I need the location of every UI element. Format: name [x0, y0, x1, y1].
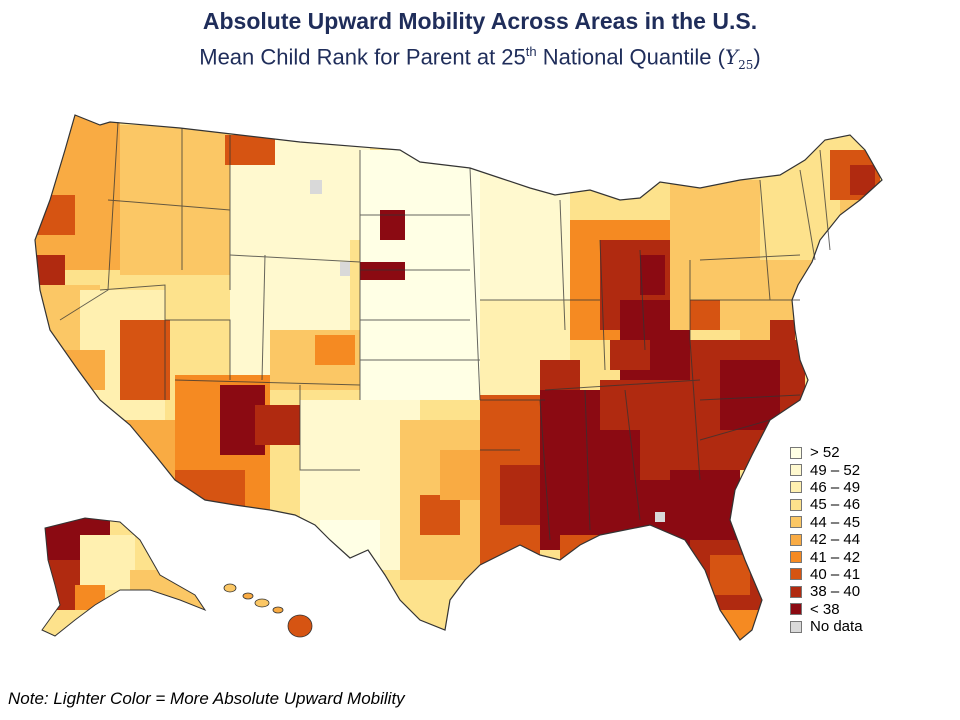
legend-swatch [790, 585, 802, 598]
legend-label: 38 – 40 [810, 583, 861, 601]
us-mobility-map [34, 114, 883, 641]
legend-item: 44 – 45 [790, 514, 863, 531]
legend-label: 46 – 49 [810, 478, 861, 496]
legend-label: No data [810, 618, 863, 636]
legend-swatch [790, 533, 802, 546]
legend-label: 42 – 44 [810, 531, 861, 549]
legend-item: 41 – 42 [790, 548, 863, 566]
map-title: Absolute Upward Mobility Across Areas in… [202, 8, 758, 34]
map-subtitle: Mean Child Rank for Parent at 25th Natio… [0, 44, 960, 72]
legend-item: 49 – 52 [790, 461, 863, 479]
legend-swatch [790, 568, 802, 581]
legend-item: > 52 [790, 444, 863, 461]
legend-item: 45 – 46 [790, 496, 863, 513]
legend-label: 45 – 46 [810, 496, 861, 514]
subtitle-variable: Y25 [724, 45, 754, 73]
legend-swatch [790, 498, 802, 511]
legend-label: > 52 [810, 444, 840, 462]
legend-swatch [790, 464, 802, 477]
legend-item: < 38 [790, 601, 863, 618]
legend-swatch [790, 603, 802, 616]
legend-item: 42 – 44 [790, 531, 863, 548]
contiguous-us [34, 114, 883, 641]
legend-item: 40 – 41 [790, 566, 863, 583]
footnote: Note: Lighter Color = More Absolute Upwa… [8, 689, 405, 708]
legend-swatch [790, 620, 802, 633]
legend-item: 38 – 40 [790, 583, 863, 600]
alaska [41, 517, 207, 637]
legend-swatch [790, 516, 802, 529]
legend-swatch [790, 551, 802, 564]
legend-label: 41 – 42 [810, 548, 861, 566]
legend-label: 44 – 45 [810, 513, 861, 531]
hawaii [223, 583, 313, 638]
legend: > 52 49 – 52 46 – 49 45 – 46 44 – 45 42 … [790, 444, 863, 635]
legend-item: No data [790, 618, 863, 635]
legend-swatch [790, 481, 802, 494]
subtitle-close: ) [753, 44, 761, 70]
legend-label: 40 – 41 [810, 565, 861, 583]
subtitle-prefix: Mean Child Rank for Parent at 25 [199, 44, 526, 70]
subtitle-sup: th [525, 44, 537, 59]
legend-label: < 38 [810, 600, 840, 618]
legend-item: 46 – 49 [790, 479, 863, 496]
legend-label: 49 – 52 [810, 461, 861, 479]
subtitle-suffix: National Quantile ( [536, 44, 725, 70]
legend-swatch [790, 446, 802, 459]
